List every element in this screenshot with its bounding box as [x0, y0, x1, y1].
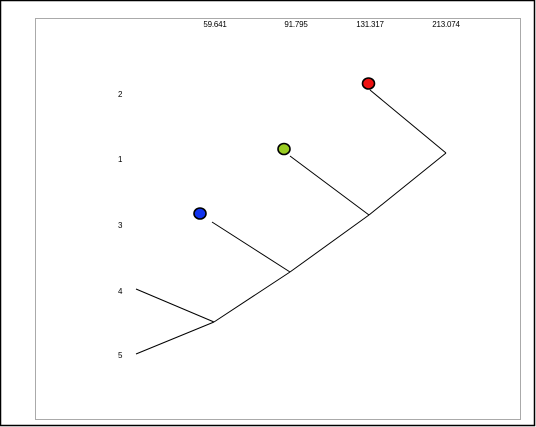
height-label-4: 213.074	[432, 20, 460, 29]
branch-node-45-up	[213, 271, 291, 323]
branch-leaf-4	[135, 288, 215, 323]
blue-cluster-marker	[193, 207, 207, 220]
cluster-markers	[193, 77, 376, 220]
branch-leaf-1	[289, 155, 370, 216]
branch-leaf-5	[135, 321, 215, 355]
red-cluster-marker	[361, 77, 376, 90]
dendrogram-branches	[135, 89, 447, 355]
leaf-labels: 2 1 3 4 5	[118, 90, 123, 360]
leaf-label-3: 3	[118, 221, 123, 230]
branch-node-345-up	[289, 214, 370, 273]
green-cluster-marker	[277, 142, 291, 156]
branch-leaf-2	[369, 89, 447, 154]
branch-leaf-3	[211, 221, 291, 273]
height-labels: 59.641 91.795 131.317 213.074	[203, 20, 460, 29]
height-label-1: 59.641	[203, 20, 227, 29]
height-label-3: 131.317	[356, 20, 384, 29]
leaf-label-4: 4	[118, 287, 123, 296]
leaf-label-5: 5	[118, 351, 123, 360]
branch-node-1345-up	[368, 152, 447, 216]
leaf-label-2: 2	[118, 90, 123, 99]
plot-area-border	[35, 18, 521, 420]
leaf-label-1: 1	[118, 155, 123, 164]
height-label-2: 91.795	[284, 20, 308, 29]
